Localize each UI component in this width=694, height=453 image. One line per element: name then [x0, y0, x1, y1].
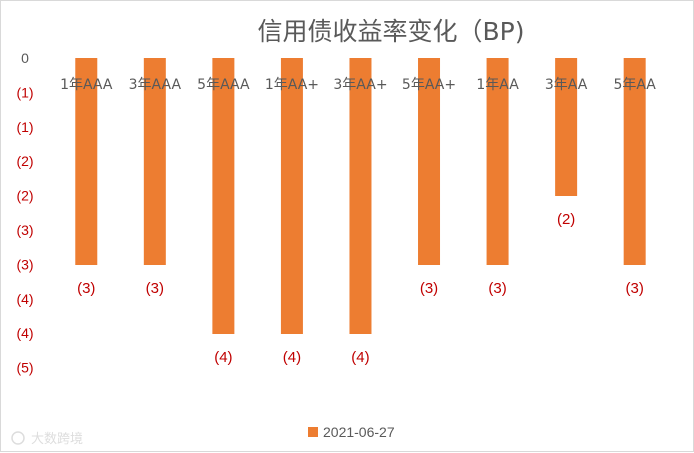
legend-swatch [308, 427, 318, 437]
bar [75, 58, 98, 265]
data-label: (4) [283, 349, 301, 366]
x-tick-label: 1年AA+ [265, 77, 319, 93]
x-tick-label: 3年AAA [129, 77, 182, 93]
data-label: (4) [351, 349, 369, 366]
x-tick-label: 3年AA [545, 77, 588, 93]
chart-title: 信用债收益率变化（BP) [258, 17, 525, 46]
legend-label: 2021-06-27 [323, 424, 395, 440]
y-tick-label: (2) [16, 188, 33, 204]
data-label: (3) [77, 280, 95, 297]
y-tick-label: 0 [21, 50, 29, 66]
y-axis: 0 (1) (1) (2) (2) (3) (3) (4) (4) (5) [16, 50, 33, 376]
bar-series [75, 58, 646, 334]
watermark-text: 大数跨境 [31, 432, 83, 447]
data-label: (3) [626, 280, 644, 297]
x-tick-label: 3年AA+ [333, 77, 387, 93]
bar [555, 58, 578, 196]
bar [418, 58, 441, 265]
bar [349, 58, 372, 334]
y-tick-label: (1) [16, 119, 33, 135]
y-tick-label: (2) [16, 153, 33, 169]
y-tick-label: (3) [16, 256, 33, 272]
x-axis-labels: 1年AAA 3年AAA 5年AAA 1年AA+ 3年AA+ 5年AA+ 1年AA 3年AA 5年… [60, 77, 656, 93]
bar [623, 58, 646, 265]
y-tick-label: (3) [16, 222, 33, 238]
data-labels: (3) (3) (4) (4) (4) (3) (3) (2) (3) [77, 211, 644, 366]
data-label: (2) [557, 211, 575, 228]
y-tick-label: (4) [16, 291, 33, 307]
x-tick-label: 5年AA [613, 77, 656, 93]
data-label: (4) [214, 349, 232, 366]
y-tick-label: (4) [16, 325, 33, 341]
y-tick-label: (1) [16, 84, 33, 100]
data-label: (3) [488, 280, 506, 297]
legend: 2021-06-27 [308, 424, 395, 440]
data-label: (3) [420, 280, 438, 297]
x-tick-label: 5年AAA [197, 77, 250, 93]
bar [486, 58, 509, 265]
watermark-logo-icon [11, 431, 25, 445]
watermark: 大数跨境 [11, 431, 83, 447]
data-label: (3) [146, 280, 164, 297]
y-tick-label: (5) [16, 360, 33, 376]
bar [280, 58, 303, 334]
x-tick-label: 1年AAA [60, 77, 113, 93]
x-tick-label: 5年AA+ [402, 77, 456, 93]
bar [143, 58, 166, 265]
bar [212, 58, 235, 334]
x-tick-label: 1年AA [476, 77, 519, 93]
